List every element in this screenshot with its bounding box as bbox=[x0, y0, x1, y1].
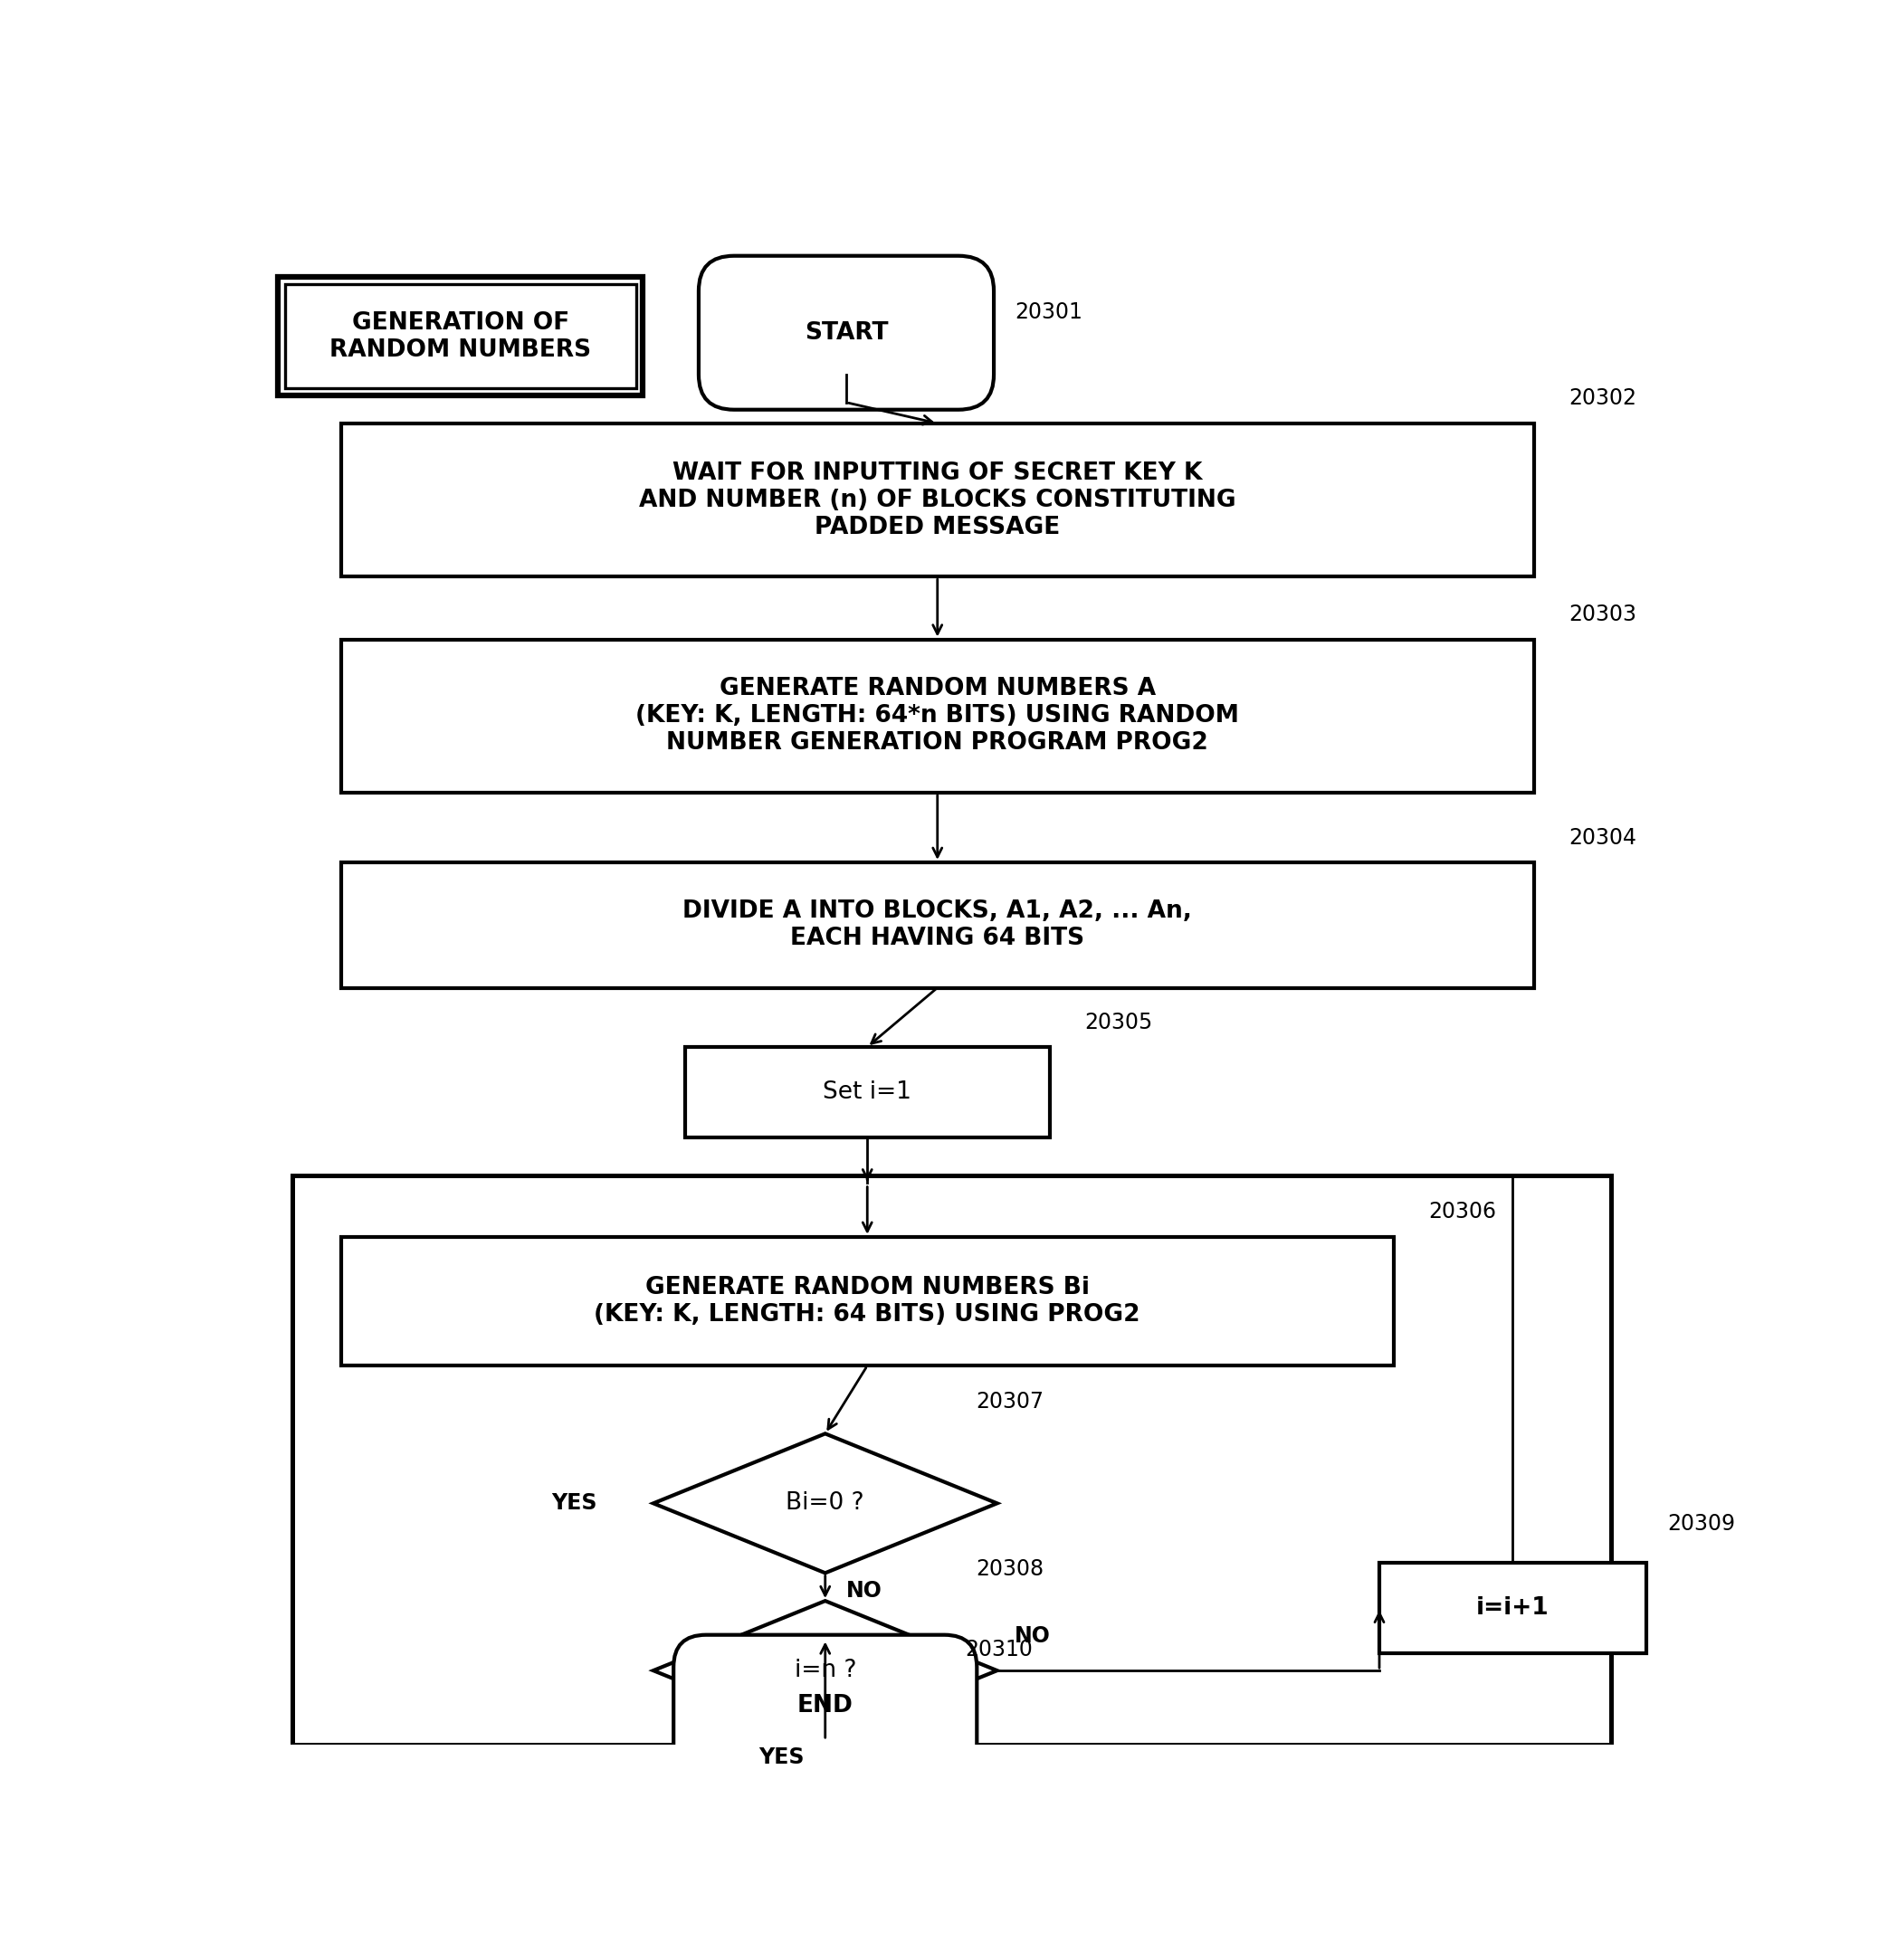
Text: GENERATION OF
RANDOM NUMBERS: GENERATION OF RANDOM NUMBERS bbox=[330, 312, 591, 361]
Bar bbox=[278, 276, 642, 396]
Text: GENERATE RANDOM NUMBERS Bi
(KEY: K, LENGTH: 64 BITS) USING PROG2: GENERATE RANDOM NUMBERS Bi (KEY: K, LENG… bbox=[595, 1276, 1140, 1327]
Text: DIVIDE A INTO BLOCKS, A1, A2, ... An,
EACH HAVING 64 BITS: DIVIDE A INTO BLOCKS, A1, A2, ... An, EA… bbox=[683, 900, 1191, 951]
Text: 20309: 20309 bbox=[1667, 1513, 1735, 1535]
Text: YES: YES bbox=[759, 1746, 804, 1768]
FancyBboxPatch shape bbox=[699, 257, 993, 410]
Text: 20305: 20305 bbox=[1086, 1011, 1154, 1033]
Bar bbox=[685, 1047, 1050, 1137]
Text: 20302: 20302 bbox=[1569, 388, 1637, 410]
Text: START: START bbox=[804, 321, 887, 345]
Text: 20308: 20308 bbox=[976, 1558, 1044, 1580]
Bar bbox=[342, 639, 1533, 792]
Text: YES: YES bbox=[551, 1492, 597, 1515]
Bar bbox=[293, 1176, 1610, 1744]
Text: NO: NO bbox=[846, 1580, 882, 1601]
Text: 20304: 20304 bbox=[1569, 827, 1637, 849]
Text: 20307: 20307 bbox=[976, 1392, 1044, 1413]
Text: END: END bbox=[797, 1693, 853, 1717]
Polygon shape bbox=[653, 1601, 997, 1740]
Bar bbox=[285, 284, 636, 388]
Text: Bi=0 ?: Bi=0 ? bbox=[785, 1492, 865, 1515]
Bar bbox=[1380, 1562, 1646, 1652]
Text: Set i=1: Set i=1 bbox=[823, 1080, 912, 1103]
Text: GENERATE RANDOM NUMBERS A
(KEY: K, LENGTH: 64*n BITS) USING RANDOM
NUMBER GENERA: GENERATE RANDOM NUMBERS A (KEY: K, LENGT… bbox=[636, 676, 1239, 755]
Text: i=n ?: i=n ? bbox=[795, 1658, 855, 1682]
Polygon shape bbox=[653, 1433, 997, 1574]
Text: 20310: 20310 bbox=[965, 1639, 1033, 1660]
Bar bbox=[342, 423, 1533, 576]
Bar bbox=[342, 862, 1533, 988]
Text: 20306: 20306 bbox=[1429, 1201, 1497, 1223]
FancyBboxPatch shape bbox=[674, 1635, 976, 1776]
Text: WAIT FOR INPUTTING OF SECRET KEY K
AND NUMBER (n) OF BLOCKS CONSTITUTING
PADDED : WAIT FOR INPUTTING OF SECRET KEY K AND N… bbox=[638, 461, 1237, 539]
Text: NO: NO bbox=[1014, 1625, 1052, 1646]
Bar bbox=[342, 1237, 1393, 1366]
Text: 20303: 20303 bbox=[1569, 604, 1637, 625]
Text: 20301: 20301 bbox=[1014, 302, 1082, 323]
Text: i=i+1: i=i+1 bbox=[1476, 1595, 1550, 1619]
